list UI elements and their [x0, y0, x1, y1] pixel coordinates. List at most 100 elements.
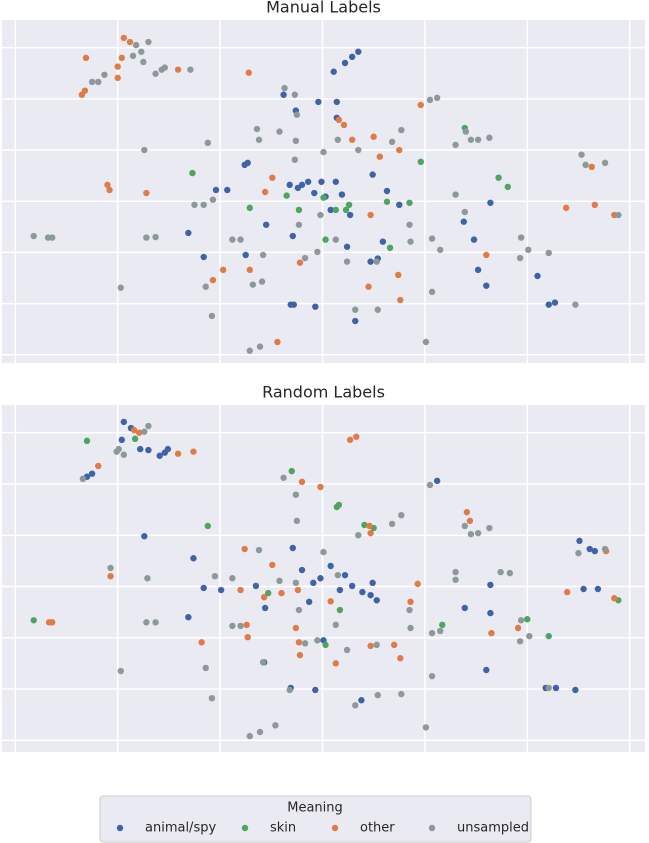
point [545, 684, 552, 692]
point [217, 586, 225, 594]
point [348, 136, 356, 143]
point [298, 181, 306, 189]
point [348, 53, 356, 61]
point [208, 312, 216, 320]
point [209, 276, 217, 284]
point [376, 153, 384, 160]
point [295, 206, 303, 214]
point [244, 633, 251, 641]
point [317, 483, 324, 491]
point [426, 96, 434, 104]
point [95, 78, 102, 86]
point [433, 94, 441, 102]
point [283, 192, 290, 199]
chart-title: Random Labels [262, 383, 385, 402]
point [342, 206, 350, 214]
point [114, 63, 121, 70]
point [504, 183, 511, 191]
point [545, 249, 552, 257]
point [332, 236, 339, 243]
point [346, 436, 354, 444]
point [241, 161, 248, 169]
point [117, 667, 124, 675]
point [591, 201, 599, 209]
point [295, 639, 303, 646]
point [488, 629, 495, 637]
legend-label: other [360, 821, 395, 836]
point [246, 266, 253, 274]
point [580, 585, 587, 593]
point [601, 159, 609, 167]
point [130, 426, 138, 434]
point [187, 66, 194, 73]
point [460, 218, 467, 225]
point [152, 70, 159, 77]
point [83, 437, 91, 445]
point [526, 632, 533, 640]
point [107, 572, 114, 580]
point [296, 651, 304, 659]
point [341, 571, 349, 579]
point [305, 598, 313, 606]
point [145, 422, 152, 430]
point [320, 548, 327, 556]
point [397, 655, 404, 662]
legend-title: Meaning [287, 801, 343, 816]
point [340, 121, 348, 129]
point [359, 588, 366, 596]
point [265, 589, 272, 597]
legend-marker [116, 824, 124, 832]
point [274, 338, 281, 346]
point [117, 284, 124, 291]
point [293, 111, 301, 118]
point [208, 694, 216, 702]
point [373, 258, 380, 265]
point [107, 564, 114, 572]
point [256, 728, 264, 736]
point [338, 191, 346, 198]
point [367, 211, 374, 219]
point [366, 522, 373, 530]
point [298, 478, 306, 486]
legend-marker [331, 824, 339, 832]
point [336, 586, 344, 594]
point [332, 178, 339, 185]
point [191, 201, 198, 209]
point [367, 591, 374, 599]
point [545, 632, 552, 640]
point [114, 74, 121, 82]
point [204, 139, 212, 147]
point [345, 201, 353, 209]
point [330, 68, 337, 75]
point [322, 641, 329, 649]
point [237, 236, 244, 243]
point [333, 98, 341, 106]
point [483, 251, 490, 259]
point [422, 338, 430, 346]
point [219, 266, 227, 274]
point [276, 128, 283, 135]
point [140, 58, 147, 66]
point [514, 624, 522, 632]
point [462, 128, 470, 135]
point [312, 686, 319, 694]
point [417, 101, 424, 109]
point [439, 621, 446, 629]
point [417, 158, 424, 166]
point [261, 604, 269, 612]
point [237, 622, 244, 630]
point [286, 686, 293, 694]
chart-title: Manual Labels [266, 0, 381, 17]
point [174, 66, 182, 73]
point [156, 452, 163, 459]
point [304, 178, 312, 185]
point [452, 576, 459, 583]
point [534, 272, 541, 280]
point [292, 491, 300, 498]
point [202, 283, 209, 290]
point [407, 624, 414, 632]
point [255, 136, 263, 143]
point [335, 116, 343, 124]
point [241, 545, 248, 553]
point [336, 606, 344, 614]
